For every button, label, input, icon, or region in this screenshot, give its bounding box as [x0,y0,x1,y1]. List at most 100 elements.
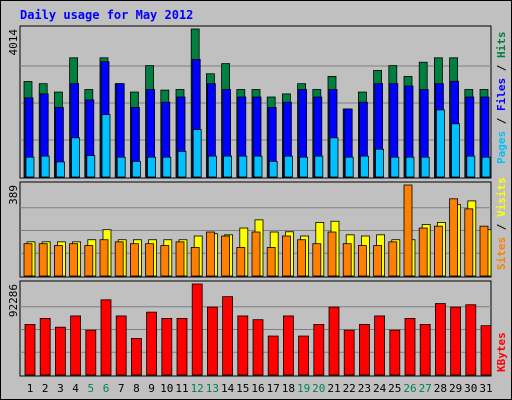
bar-pages-day-9 [147,156,157,178]
bar-sites-day-5 [84,245,94,277]
bar-kbytes-day-24 [374,315,386,376]
bar-sites-day-16 [251,231,261,277]
x-tick-label-8: 8 [133,382,140,395]
bar-pages-day-30 [466,155,476,178]
bar-pages-day-15 [238,155,248,178]
bar-pages-day-23 [359,155,369,178]
legend-separator: / [495,58,508,78]
bar-kbytes-day-12 [191,283,203,376]
x-tick-label-16: 16 [251,382,264,395]
bar-sites-day-7 [114,241,124,277]
bar-pages-day-17 [268,160,278,178]
x-tick-label-21: 21 [327,382,340,395]
bar-sites-day-3 [54,245,63,277]
bar-kbytes-day-6 [100,299,112,376]
bar-kbytes-day-19 [298,335,310,376]
bar-kbytes-day-14 [222,296,234,376]
legend-kbytes: KBytes [495,332,508,372]
bar-sites-day-11 [175,241,185,277]
bar-kbytes-day-9 [146,311,158,376]
bar-kbytes-day-4 [70,315,81,376]
bar-kbytes-day-23 [358,324,370,376]
x-tick-label-13: 13 [206,382,219,395]
legend-panel-1: Pages / Files / Hits [495,32,508,165]
legend-visits: Visits [495,177,508,217]
bar-kbytes-day-2 [39,318,51,376]
bar-pages-day-21 [329,137,339,178]
bar-sites-day-23 [357,245,367,277]
bar-sites-day-14 [221,235,231,277]
bar-pages-day-31 [481,156,491,178]
bar-sites-day-1 [23,243,33,277]
x-tick-label-30: 30 [464,382,477,395]
bar-sites-day-22 [342,243,352,277]
legend-panel-3: KBytes [495,332,508,372]
bar-pages-day-25 [390,156,400,178]
bar-kbytes-day-28 [434,303,446,376]
x-tick-label-24: 24 [373,382,387,395]
bar-pages-day-13 [207,155,217,178]
x-tick-label-31: 31 [479,382,492,395]
x-tick-label-14: 14 [221,382,235,395]
bar-kbytes-day-25 [389,329,401,376]
bar-pages-day-10 [162,156,172,178]
bar-sites-day-25 [388,241,398,277]
bar-kbytes-day-1 [24,324,36,376]
bar-sites-day-17 [266,247,276,277]
x-tick-label-3: 3 [57,382,64,395]
bar-pages-day-2 [40,155,50,178]
y-max-label: 4014 [7,29,20,56]
bar-sites-day-6 [99,239,109,277]
bar-pages-day-5 [86,155,96,178]
bar-sites-day-21 [327,231,337,277]
x-tick-label-7: 7 [118,382,125,395]
bar-kbytes-day-11 [176,318,188,376]
chart-title: Daily usage for May 2012 [20,8,193,22]
bar-sites-day-18 [281,235,291,277]
panel-1: 4014 Pages / Files / Hits [7,25,508,179]
bar-sites-day-10 [160,245,170,277]
bar-pages-day-26 [405,156,415,178]
bar-pages-day-22 [344,156,354,178]
bar-kbytes-day-8 [130,337,142,376]
legend-separator: / [495,217,508,237]
bar-kbytes-day-26 [404,318,416,376]
bar-kbytes-day-21 [328,306,340,376]
x-tick-label-12: 12 [191,382,204,395]
x-tick-label-20: 20 [312,382,325,395]
bar-kbytes-day-5 [85,329,97,376]
x-tick-label-6: 6 [103,382,110,395]
bar-pages-day-1 [25,156,35,178]
chart-panels: 4014 Pages / Files / Hits 389 Sites / Visit… [7,25,508,377]
x-tick-label-1: 1 [27,382,34,395]
x-tick-label-18: 18 [282,382,295,395]
bar-sites-day-13 [205,231,215,277]
bar-sites-day-12 [190,247,200,277]
x-tick-label-10: 10 [160,382,173,395]
bar-pages-day-24 [375,148,385,178]
legend-sites: Sites [495,237,508,270]
bar-pages-day-28 [435,109,445,178]
bar-pages-day-8 [131,160,141,178]
bar-kbytes-day-3 [55,326,66,376]
bar-kbytes-day-22 [343,329,355,376]
panel-2: 389 Sites / Visits [7,177,508,278]
bar-kbytes-day-20 [313,324,325,376]
legend-panel-2: Sites / Visits [495,177,508,270]
bar-sites-day-30 [464,208,474,277]
bar-sites-day-20 [312,243,322,277]
bar-sites-day-2 [38,243,48,277]
legend-pages: Pages [495,131,508,164]
x-tick-label-25: 25 [388,382,401,395]
bar-sites-day-31 [479,225,489,277]
bar-kbytes-day-16 [252,319,264,376]
bar-kbytes-day-18 [282,315,294,376]
x-tick-label-15: 15 [236,382,249,395]
bar-pages-day-16 [253,155,263,178]
x-tick-label-2: 2 [42,382,49,395]
x-tick-label-29: 29 [449,382,462,395]
x-tick-label-27: 27 [419,382,432,395]
bar-kbytes-day-31 [480,325,492,376]
bar-sites-day-24 [373,245,383,277]
